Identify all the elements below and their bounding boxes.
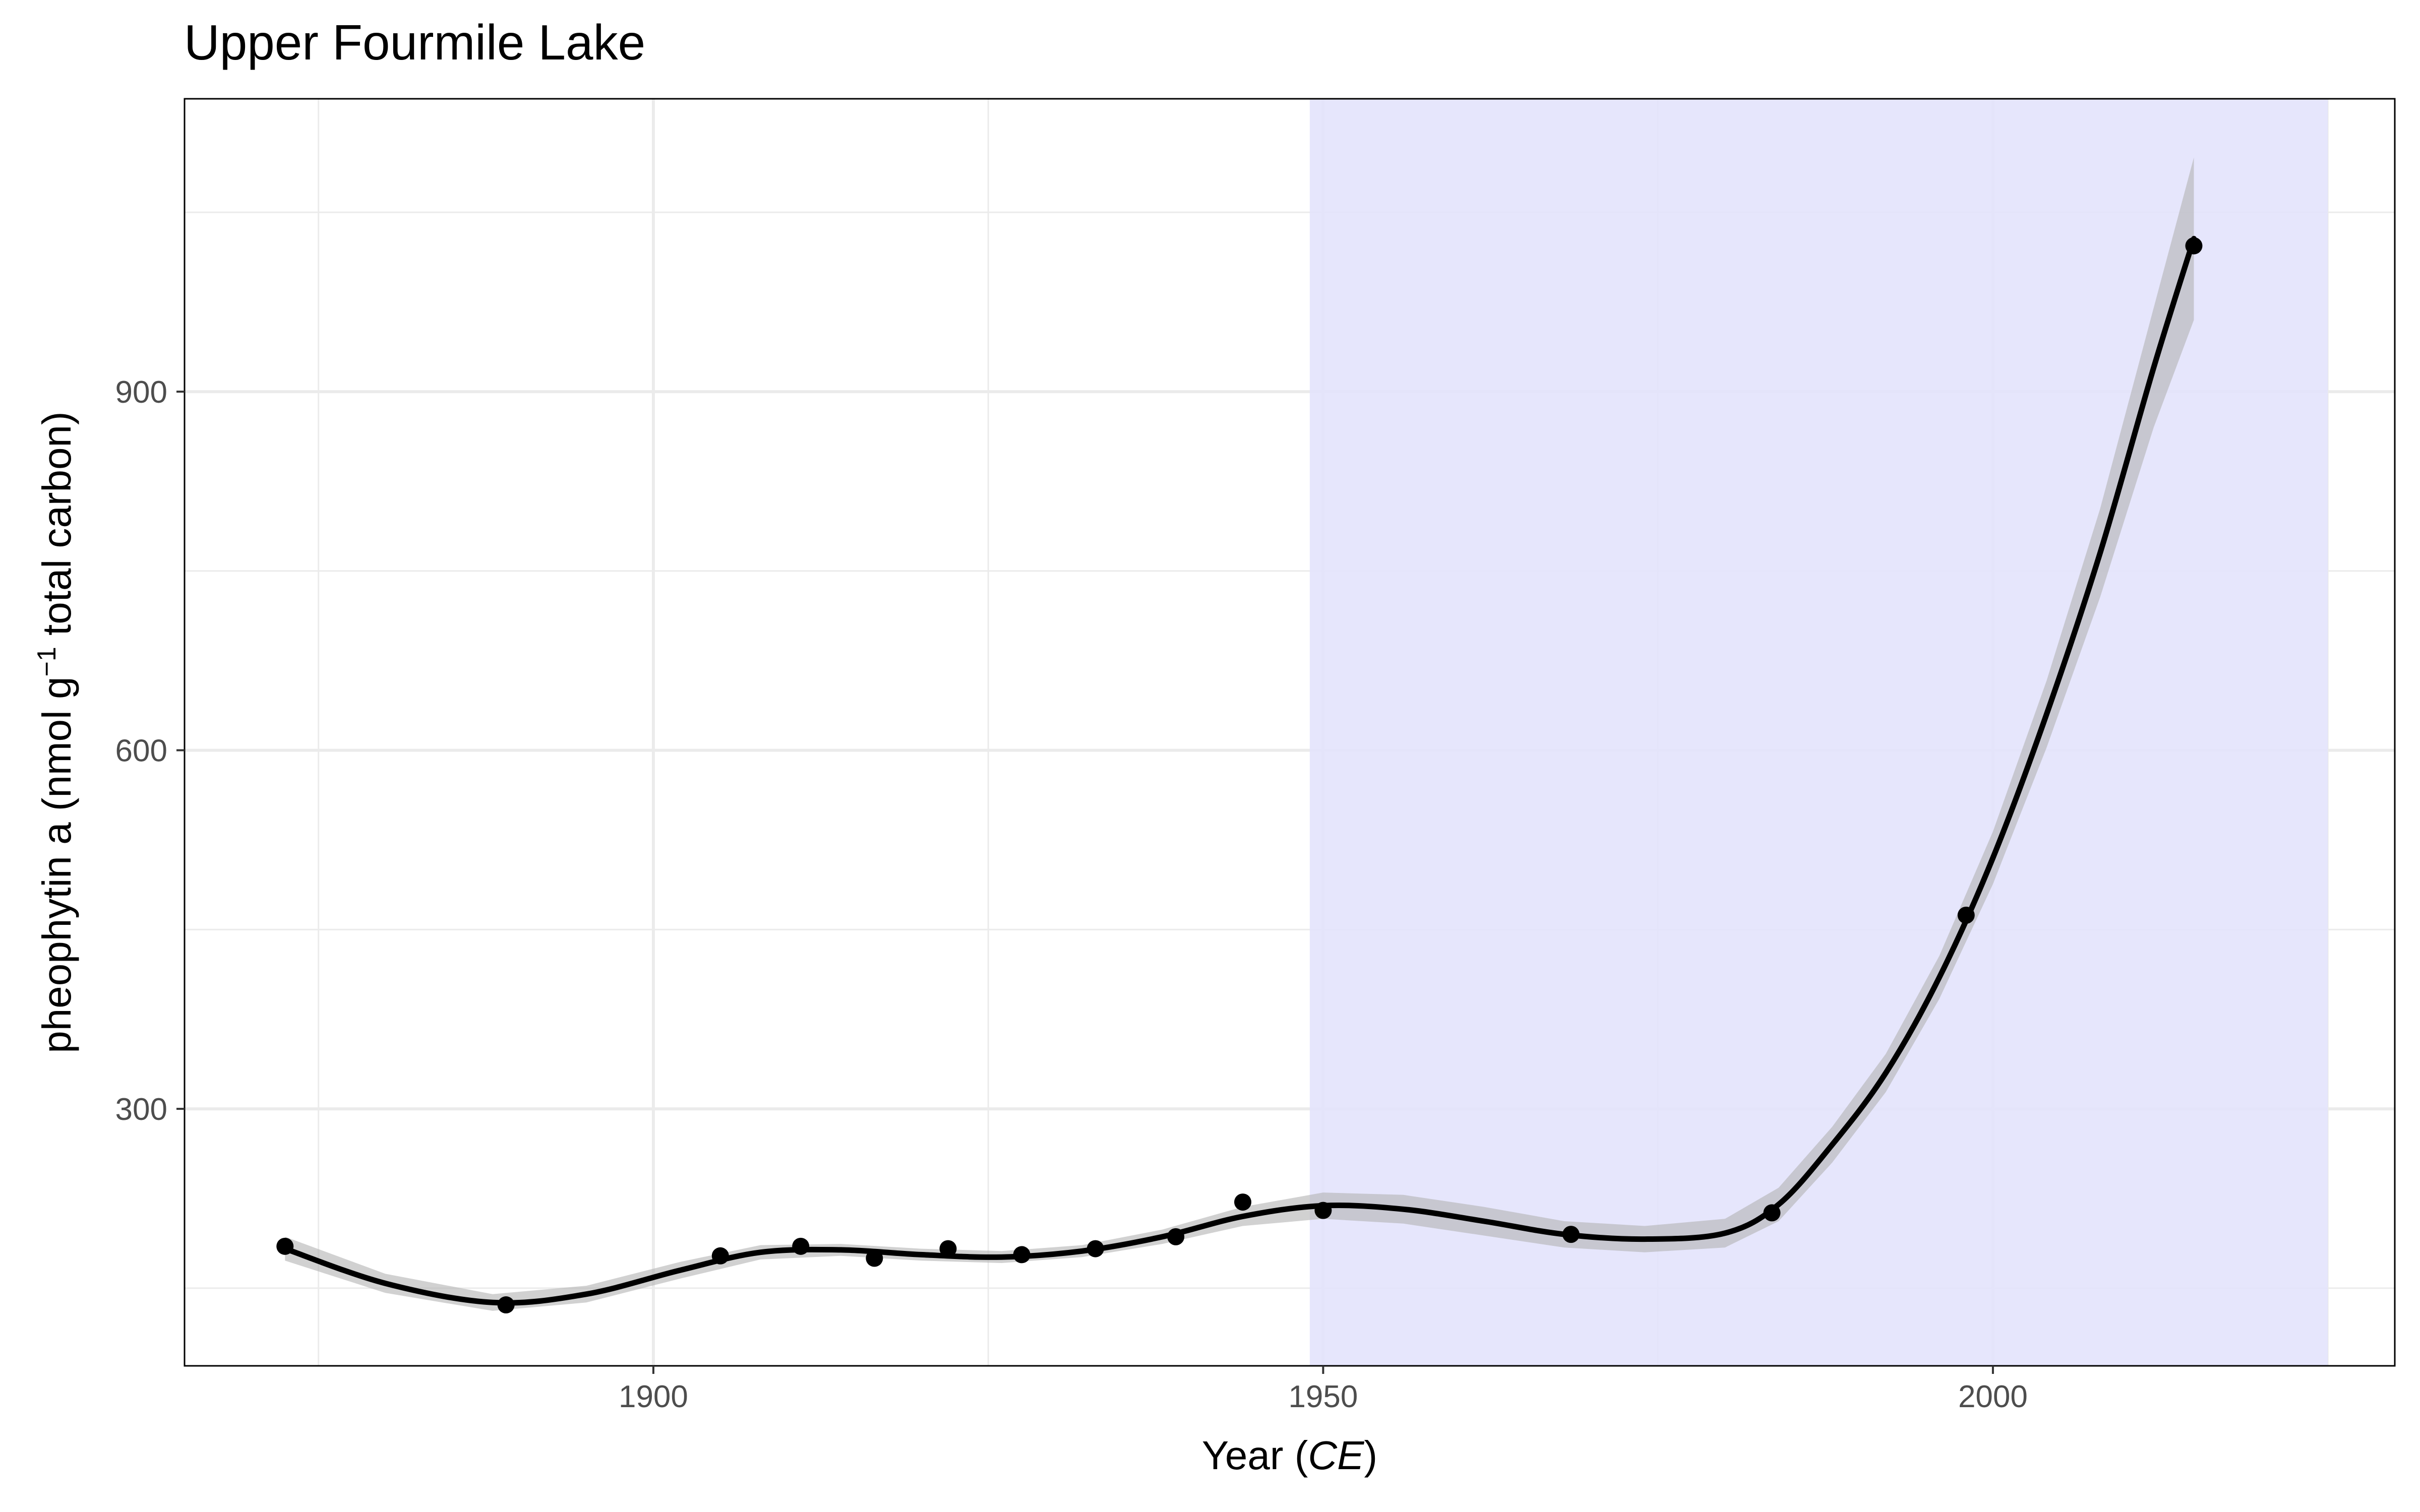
data-point	[1314, 1202, 1332, 1219]
x-axis-title-italic: CE	[1308, 1433, 1365, 1478]
x-axis-title-prefix: Year (	[1202, 1433, 1308, 1478]
data-point	[866, 1249, 883, 1267]
data-point	[1086, 1240, 1104, 1257]
data-points-layer	[276, 237, 2203, 1314]
data-point	[1013, 1246, 1031, 1264]
data-point	[2185, 237, 2203, 255]
data-point	[1763, 1204, 1781, 1222]
data-point	[276, 1237, 294, 1255]
x-axis: 1900 1950 2000	[619, 1366, 2028, 1414]
y-tick-label: 300	[115, 1092, 167, 1127]
y-axis-title: pheophytin a (nmol g−1 total carbon)	[32, 411, 79, 1053]
plot-panel	[184, 98, 2396, 1367]
data-point	[1234, 1193, 1252, 1211]
data-point	[1167, 1228, 1185, 1245]
x-tick-label: 1900	[619, 1379, 688, 1414]
x-tick-label: 1950	[1288, 1379, 1358, 1414]
x-tick-label: 2000	[1958, 1379, 2028, 1414]
data-point	[1957, 906, 1975, 924]
y-axis-title-suffix: total carbon)	[34, 411, 79, 647]
fit-line	[282, 236, 2197, 1306]
x-axis-title-suffix: )	[1364, 1433, 1378, 1478]
fit-line-layer	[282, 236, 2197, 1306]
data-point	[1562, 1226, 1580, 1243]
y-tick-label: 900	[115, 375, 167, 410]
data-point	[939, 1240, 957, 1257]
x-axis-title: Year (CE)	[1202, 1433, 1377, 1478]
y-tick-label: 600	[115, 734, 167, 769]
chart-title: Upper Fourmile Lake	[184, 15, 645, 70]
data-point	[792, 1237, 810, 1255]
data-point	[711, 1247, 729, 1265]
y-axis-title-superscript: −1	[32, 647, 62, 676]
y-axis-title-prefix: pheophytin a (nmol g	[34, 677, 79, 1053]
y-axis: 300 600 900	[115, 375, 185, 1127]
panel-border	[184, 98, 2396, 1367]
data-point	[497, 1296, 515, 1314]
